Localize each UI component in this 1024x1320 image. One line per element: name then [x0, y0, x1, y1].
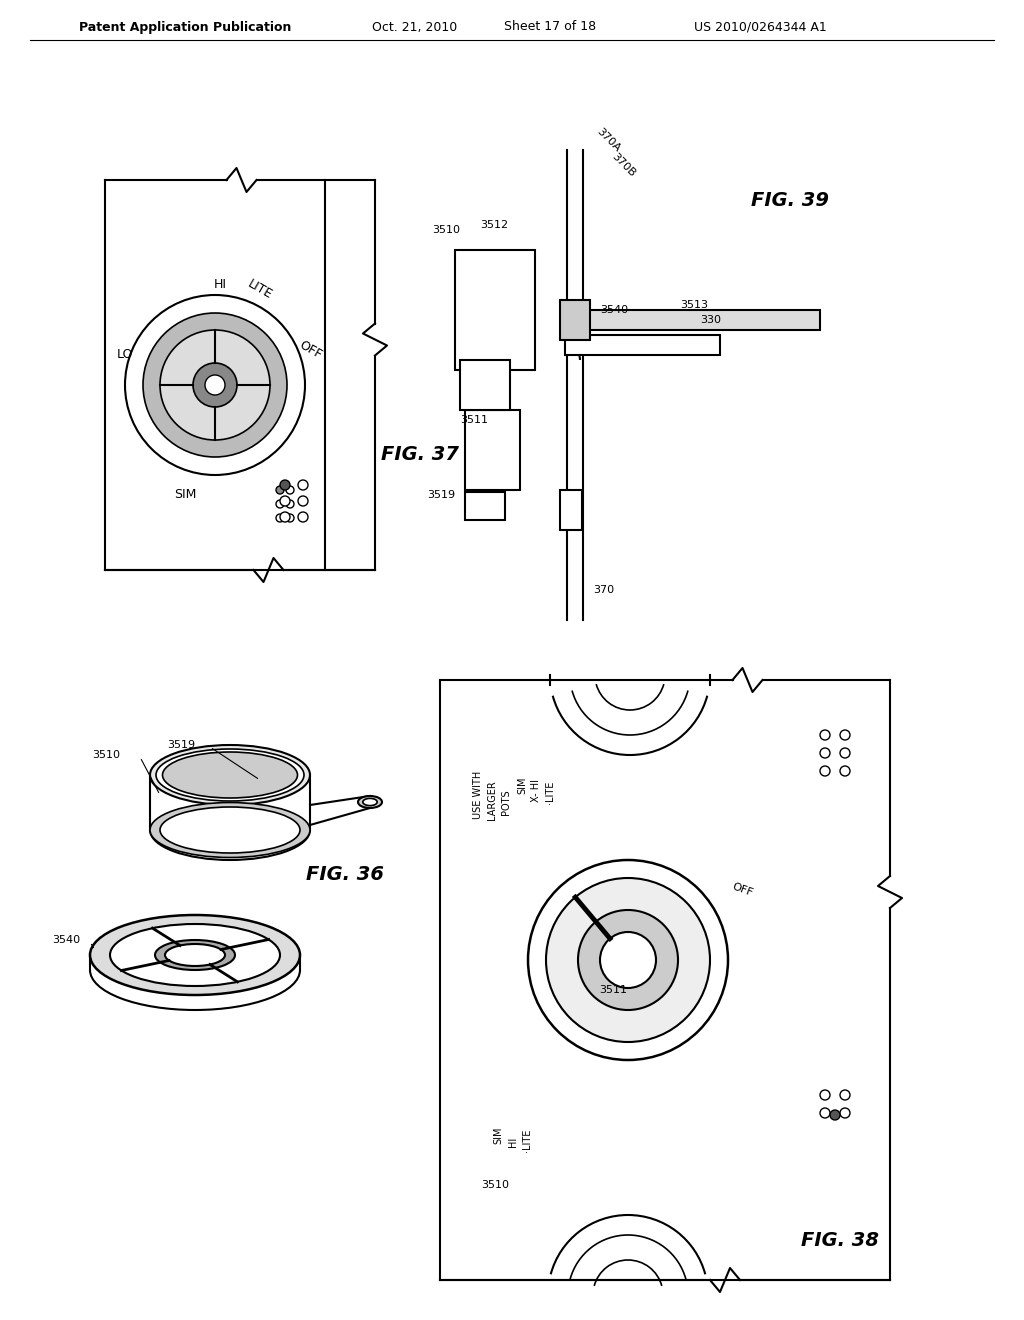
Bar	[565, 310, 820, 330]
Text: 3540: 3540	[600, 305, 628, 315]
Ellipse shape	[362, 799, 377, 805]
Text: ·LITE: ·LITE	[545, 780, 555, 804]
Text: FIG. 37: FIG. 37	[381, 446, 459, 465]
Text: 3540: 3540	[52, 935, 80, 945]
Text: 3511: 3511	[599, 985, 627, 995]
Text: SIM: SIM	[493, 1126, 503, 1143]
Bar	[565, 335, 720, 355]
Circle shape	[820, 1107, 830, 1118]
Circle shape	[280, 512, 290, 521]
Circle shape	[840, 1107, 850, 1118]
Bar	[560, 490, 582, 531]
Ellipse shape	[358, 796, 382, 808]
Circle shape	[840, 1090, 850, 1100]
Ellipse shape	[150, 803, 310, 858]
Text: LARGER: LARGER	[487, 780, 497, 820]
Text: 3511: 3511	[460, 414, 488, 425]
Circle shape	[578, 909, 678, 1010]
Ellipse shape	[110, 924, 280, 986]
Ellipse shape	[150, 744, 310, 805]
Text: 330: 330	[700, 315, 721, 325]
Circle shape	[160, 330, 270, 440]
Text: 370B: 370B	[610, 152, 637, 178]
Circle shape	[840, 748, 850, 758]
Text: FIG. 38: FIG. 38	[801, 1230, 879, 1250]
Circle shape	[280, 480, 290, 490]
Circle shape	[820, 748, 830, 758]
Circle shape	[840, 730, 850, 741]
Circle shape	[298, 480, 308, 490]
Circle shape	[280, 496, 290, 506]
Text: SIM: SIM	[174, 488, 197, 502]
Text: OFF: OFF	[731, 882, 755, 899]
Circle shape	[276, 513, 284, 521]
Circle shape	[143, 313, 287, 457]
Text: 3510: 3510	[432, 224, 460, 235]
Text: US 2010/0264344 A1: US 2010/0264344 A1	[693, 21, 826, 33]
Text: Patent Application Publication: Patent Application Publication	[79, 21, 291, 33]
Circle shape	[298, 496, 308, 506]
Circle shape	[298, 512, 308, 521]
Ellipse shape	[165, 944, 225, 966]
Text: LO: LO	[117, 348, 133, 362]
Circle shape	[193, 363, 237, 407]
Text: Oct. 21, 2010: Oct. 21, 2010	[373, 21, 458, 33]
Ellipse shape	[90, 915, 300, 995]
Text: FIG. 39: FIG. 39	[751, 190, 829, 210]
Bar	[465, 411, 520, 490]
Circle shape	[830, 1110, 840, 1119]
Circle shape	[820, 730, 830, 741]
Bar	[460, 360, 510, 411]
Text: 3519: 3519	[427, 490, 455, 500]
Text: 3510: 3510	[92, 750, 120, 760]
Circle shape	[286, 513, 294, 521]
Text: HI: HI	[508, 1137, 518, 1147]
Text: LITE: LITE	[245, 277, 274, 302]
Text: FIG. 36: FIG. 36	[306, 866, 384, 884]
Text: SIM: SIM	[517, 776, 527, 793]
Text: X- HI: X- HI	[531, 779, 541, 801]
Text: POTS: POTS	[501, 789, 511, 814]
Circle shape	[820, 766, 830, 776]
Text: HI: HI	[213, 279, 226, 292]
Text: OFF: OFF	[296, 338, 324, 362]
Bar	[465, 492, 505, 520]
Text: 3513: 3513	[680, 300, 708, 310]
Text: 3510: 3510	[481, 1180, 509, 1191]
Text: ·LITE: ·LITE	[522, 1129, 532, 1151]
Text: 370: 370	[593, 585, 614, 595]
Text: 3519: 3519	[167, 741, 195, 750]
Bar	[560, 300, 590, 341]
Bar	[455, 249, 535, 370]
Ellipse shape	[160, 807, 300, 853]
Circle shape	[205, 375, 225, 395]
Ellipse shape	[155, 940, 234, 970]
Text: 3512: 3512	[480, 220, 508, 230]
Circle shape	[276, 486, 284, 494]
Text: Sheet 17 of 18: Sheet 17 of 18	[504, 21, 596, 33]
Circle shape	[125, 294, 305, 475]
Text: USE WITH: USE WITH	[473, 771, 483, 820]
Circle shape	[286, 486, 294, 494]
Circle shape	[820, 1090, 830, 1100]
Ellipse shape	[156, 748, 304, 801]
Circle shape	[276, 500, 284, 508]
Ellipse shape	[163, 752, 298, 799]
Circle shape	[546, 878, 710, 1041]
Circle shape	[528, 861, 728, 1060]
Circle shape	[286, 500, 294, 508]
Circle shape	[600, 932, 656, 987]
Text: 370A: 370A	[595, 127, 623, 153]
Circle shape	[840, 766, 850, 776]
